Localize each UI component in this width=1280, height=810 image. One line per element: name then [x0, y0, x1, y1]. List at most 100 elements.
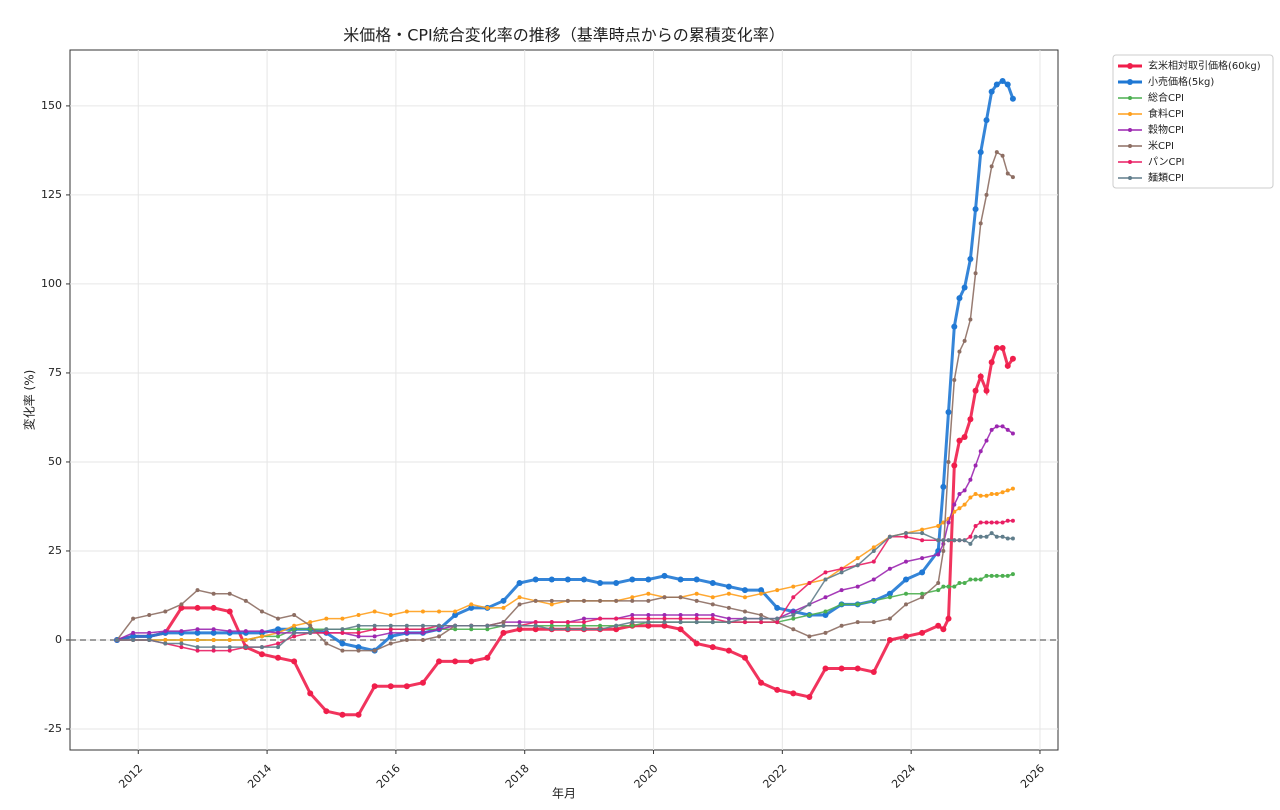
data-point	[936, 588, 941, 593]
data-point	[871, 577, 876, 582]
data-point	[994, 491, 999, 496]
data-point	[356, 648, 361, 653]
data-point	[549, 623, 554, 628]
data-point	[920, 527, 925, 532]
legend-label: パンCPI	[1148, 156, 1184, 168]
data-point	[940, 483, 947, 490]
data-point	[936, 581, 941, 586]
data-point	[978, 577, 983, 582]
data-point	[709, 644, 716, 651]
data-point	[276, 630, 281, 635]
data-point	[227, 629, 232, 634]
data-point	[968, 477, 973, 482]
data-point	[904, 531, 908, 536]
data-point	[452, 612, 459, 619]
data-point	[308, 620, 313, 625]
data-point	[195, 637, 200, 642]
data-point	[941, 584, 946, 589]
data-point	[977, 149, 984, 156]
data-point	[276, 641, 281, 646]
data-point	[936, 524, 941, 529]
data-point	[613, 626, 620, 633]
y-tick-label: 0	[55, 633, 62, 646]
data-point	[227, 648, 232, 653]
data-point	[581, 616, 586, 621]
legend-label: 食料CPI	[1148, 107, 1184, 120]
data-point	[163, 609, 168, 614]
data-point	[967, 416, 974, 423]
data-point	[946, 520, 951, 525]
data-point	[598, 627, 603, 632]
data-point	[791, 584, 796, 589]
data-point	[887, 534, 892, 539]
data-point	[645, 576, 652, 583]
data-point	[372, 634, 377, 639]
data-point	[903, 633, 909, 640]
data-point	[645, 622, 652, 629]
data-point	[356, 627, 361, 632]
data-point	[243, 637, 248, 642]
data-point	[372, 627, 377, 632]
data-point	[920, 531, 925, 536]
data-point	[210, 604, 217, 611]
data-point	[420, 630, 425, 635]
data-point	[227, 637, 232, 642]
data-point	[179, 629, 184, 634]
data-point	[945, 409, 952, 416]
data-point	[275, 654, 282, 661]
data-point	[549, 627, 554, 632]
data-point	[962, 581, 967, 586]
data-point	[292, 613, 297, 618]
data-point	[725, 647, 732, 654]
data-point	[957, 581, 962, 586]
data-point	[1009, 355, 1016, 362]
data-point	[516, 626, 523, 633]
data-point	[1005, 536, 1010, 541]
data-point	[952, 509, 957, 514]
data-point	[259, 629, 264, 634]
series-line	[117, 532, 1013, 648]
data-point	[988, 359, 995, 366]
data-point	[453, 627, 458, 632]
data-point	[839, 588, 844, 593]
data-point	[855, 563, 860, 568]
data-point	[1004, 362, 1011, 369]
data-point	[404, 627, 409, 632]
x-tick-label: 2020	[632, 762, 661, 791]
data-point	[533, 623, 538, 628]
data-point	[968, 541, 973, 546]
data-point	[941, 538, 946, 543]
data-point	[517, 620, 522, 625]
data-point	[146, 633, 153, 640]
data-point	[388, 630, 393, 635]
data-point	[989, 520, 994, 525]
data-point	[694, 591, 699, 596]
data-point	[1010, 536, 1015, 541]
data-point	[919, 569, 926, 576]
data-point	[131, 630, 136, 635]
data-point	[532, 576, 539, 583]
data-point	[356, 623, 361, 628]
data-point	[646, 620, 651, 625]
data-point	[580, 576, 587, 583]
data-point	[968, 577, 973, 582]
data-point	[565, 598, 570, 603]
data-point	[1009, 95, 1016, 102]
x-tick-label: 2018	[503, 762, 532, 791]
data-point	[419, 679, 426, 686]
legend-label: 穀物CPI	[1148, 123, 1184, 136]
data-point	[741, 587, 748, 594]
data-point	[677, 626, 684, 633]
data-point	[372, 648, 377, 653]
data-point	[887, 616, 892, 621]
data-point	[920, 591, 925, 596]
x-tick-label: 2016	[374, 762, 403, 791]
data-point	[886, 636, 893, 643]
data-point	[194, 629, 201, 636]
data-point	[994, 150, 999, 155]
data-point	[993, 345, 1000, 352]
data-point	[485, 623, 490, 628]
y-tick-label: 100	[41, 277, 62, 290]
legend-box	[1112, 54, 1274, 189]
